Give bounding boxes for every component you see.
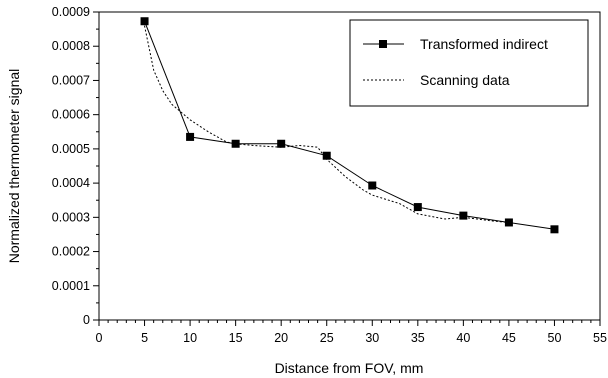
x-tick-label: 30 <box>365 331 379 345</box>
y-tick-label: 0 <box>83 313 90 327</box>
x-axis-ticks: 0 5 10 15 20 25 30 35 40 45 50 55 <box>96 320 607 345</box>
data-point-marker <box>459 211 468 220</box>
data-point-marker <box>413 203 422 212</box>
y-axis-title: Normalized thermometer signal <box>6 69 22 264</box>
series-layer <box>140 17 559 234</box>
y-tick-label: 0.0002 <box>52 245 90 259</box>
y-tick-label: 0.0001 <box>52 279 90 293</box>
series-line-0 <box>144 21 555 230</box>
data-point-marker <box>504 218 513 227</box>
legend: Transformed indirect Scanning data <box>349 19 589 107</box>
x-tick-label: 45 <box>502 331 516 345</box>
data-point-marker <box>322 151 331 160</box>
legend-marker-transformed <box>379 40 387 48</box>
y-tick-label: 0.0008 <box>52 39 90 53</box>
series-line-1 <box>144 25 509 223</box>
x-tick-label: 20 <box>274 331 288 345</box>
x-axis-title: Distance from FOV, mm <box>275 360 424 376</box>
y-tick-label: 0.0007 <box>52 73 90 87</box>
x-tick-label: 0 <box>96 331 103 345</box>
y-tick-label: 0.0003 <box>52 210 90 224</box>
data-point-marker <box>186 132 195 141</box>
legend-label-transformed: Transformed indirect <box>420 36 548 52</box>
data-point-marker <box>140 17 149 26</box>
x-tick-label: 50 <box>548 331 562 345</box>
data-point-marker <box>368 181 377 190</box>
data-point-marker <box>277 139 286 148</box>
legend-box <box>349 19 589 107</box>
x-tick-label: 5 <box>141 331 148 345</box>
x-tick-label: 35 <box>411 331 425 345</box>
x-tick-label: 15 <box>229 331 243 345</box>
y-tick-label: 0.0006 <box>52 108 90 122</box>
x-tick-label: 40 <box>456 331 470 345</box>
legend-label-scanning: Scanning data <box>420 72 510 88</box>
x-tick-label: 55 <box>593 331 607 345</box>
x-tick-label: 25 <box>320 331 334 345</box>
x-tick-label: 10 <box>183 331 197 345</box>
data-point-marker <box>550 225 559 234</box>
y-tick-label: 0.0004 <box>52 176 90 190</box>
y-tick-label: 0.0005 <box>52 142 90 156</box>
y-tick-label: 0.0009 <box>52 5 90 19</box>
y-axis-ticks: 0 0.0001 0.0002 0.0003 0.0004 0.0005 0.0006 0.0… <box>52 5 99 327</box>
